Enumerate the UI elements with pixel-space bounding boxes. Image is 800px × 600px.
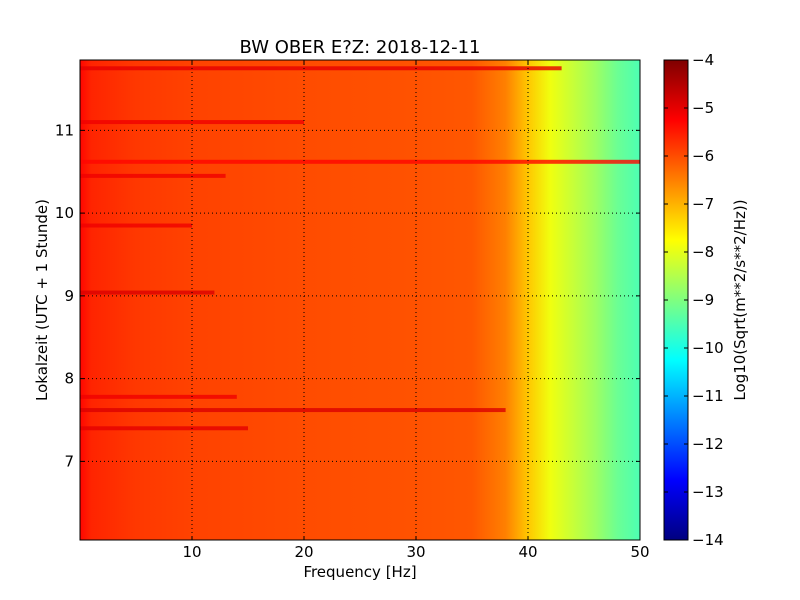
- colorbar-tick-label: −12: [692, 435, 724, 453]
- y-tick-label: 7: [64, 452, 74, 470]
- spectrogram-background: [80, 60, 640, 540]
- colorbar-tick-label: −11: [692, 387, 724, 405]
- colorbar-tick-label: −8: [692, 243, 714, 261]
- spectrogram-stripe: [80, 120, 304, 125]
- spectrogram-stripe: [80, 408, 506, 413]
- y-tick-label: 9: [64, 287, 74, 305]
- spectrogram-stripe: [80, 426, 248, 431]
- spectrogram-stripe: [80, 223, 192, 228]
- colorbar-tick-label: −7: [692, 195, 714, 213]
- y-tick-label: 8: [64, 370, 74, 388]
- colorbar-tick-label: −5: [692, 99, 714, 117]
- spectrogram-stripe: [80, 66, 562, 71]
- chart-title: BW OBER E?Z: 2018-12-11: [240, 37, 481, 58]
- y-axis-label: Lokalzeit (UTC + 1 Stunde): [33, 199, 51, 401]
- y-tick-label: 10: [55, 204, 74, 222]
- spectrogram-stripes: [80, 66, 640, 431]
- colorbar-tick-label: −9: [692, 291, 714, 309]
- x-axis-ticks: 10 20 30 40 50: [182, 60, 650, 561]
- x-tick-label: 20: [294, 543, 313, 561]
- grid-lines: [80, 60, 641, 540]
- spectrogram-stripe: [80, 290, 215, 295]
- colorbar: −4 −5 −6 −7 −8 −9 −10 −11 −12 −13 −14 Log10(Sqrt(m…: [663, 51, 749, 549]
- x-axis-label: Frequency [Hz]: [303, 563, 416, 581]
- x-tick-label: 10: [182, 543, 201, 561]
- spectrogram-stripe: [80, 159, 640, 164]
- x-tick-label: 30: [406, 543, 425, 561]
- spectrogram-stripe: [80, 394, 237, 399]
- colorbar-tick-label: −4: [692, 51, 714, 69]
- colorbar-ticks: −4 −5 −6 −7 −8 −9 −10 −11 −12 −13 −14: [664, 51, 724, 549]
- colorbar-label: Log10(Sqrt(m**2/s**2/Hz)): [731, 199, 749, 400]
- y-axis-ticks: 7 8 9 10 11: [55, 121, 640, 470]
- plot-frame: [79, 59, 641, 541]
- x-tick-label: 50: [630, 543, 649, 561]
- spectrogram-stripe: [80, 173, 226, 178]
- x-tick-label: 40: [518, 543, 537, 561]
- spectrogram-plot-area: [79, 59, 641, 541]
- colorbar-tick-label: −10: [692, 339, 724, 357]
- colorbar-tick-label: −14: [692, 531, 724, 549]
- colorbar-tick-label: −13: [692, 483, 724, 501]
- y-tick-label: 11: [55, 121, 74, 139]
- colorbar-tick-label: −6: [692, 147, 714, 165]
